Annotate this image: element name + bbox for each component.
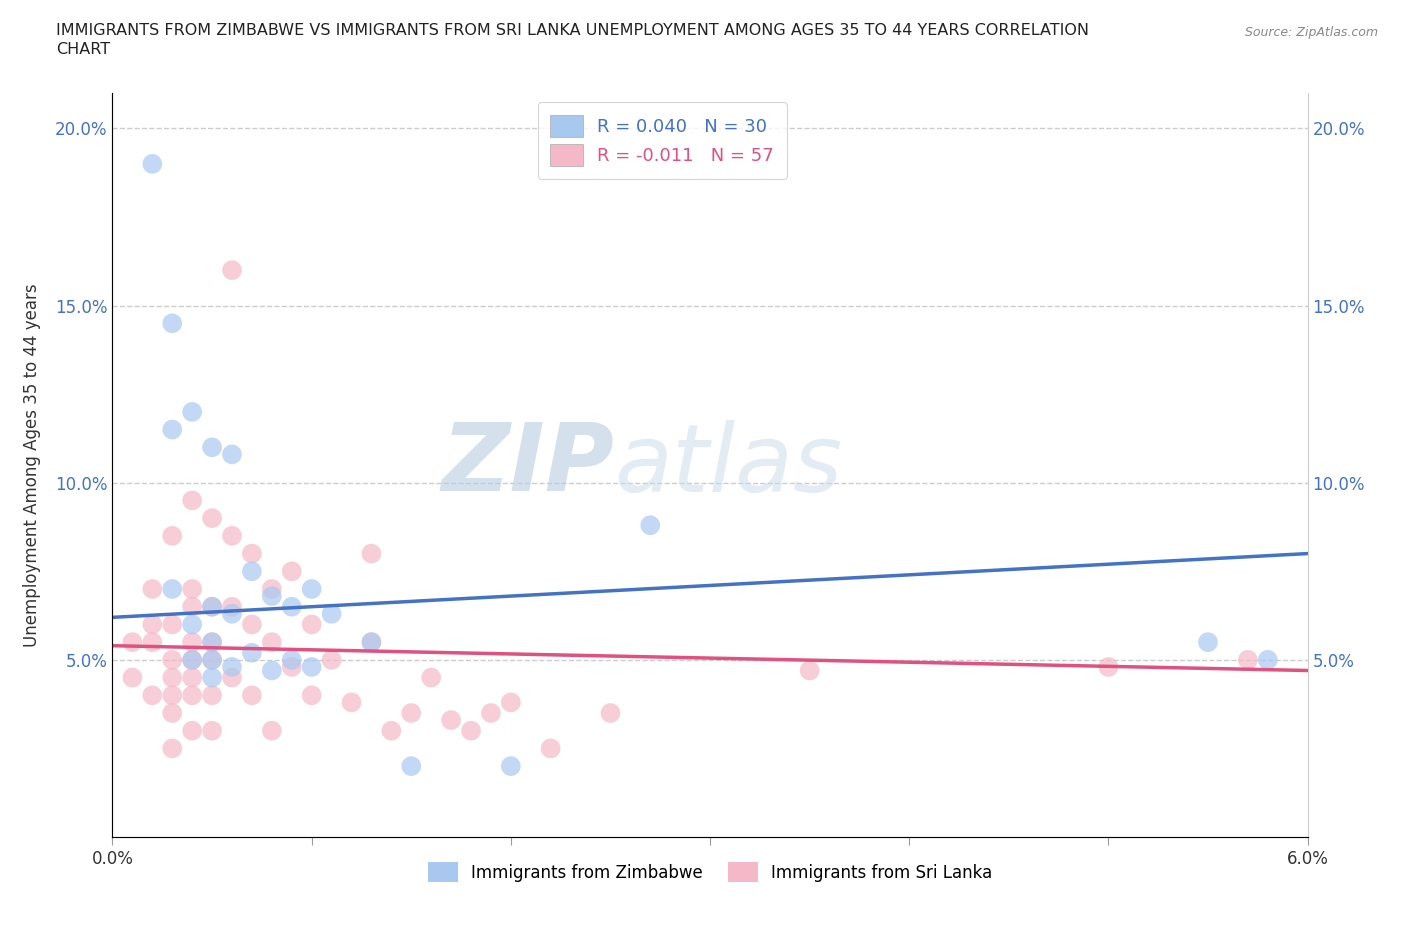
Point xyxy=(221,599,243,614)
Point xyxy=(281,599,304,614)
Point xyxy=(260,589,283,604)
Point xyxy=(201,688,224,703)
Text: Source: ZipAtlas.com: Source: ZipAtlas.com xyxy=(1244,26,1378,39)
Point xyxy=(440,712,463,727)
Point xyxy=(201,599,224,614)
Point xyxy=(301,581,323,596)
Point xyxy=(1197,634,1219,649)
Point xyxy=(1237,653,1260,668)
Point xyxy=(201,671,224,685)
Point xyxy=(181,653,204,668)
Point xyxy=(141,617,163,631)
Point xyxy=(181,634,204,649)
Point xyxy=(499,759,522,774)
Point xyxy=(380,724,402,738)
Point xyxy=(1097,659,1119,674)
Point xyxy=(240,564,263,578)
Point xyxy=(201,653,224,668)
Point xyxy=(479,706,502,721)
Point xyxy=(640,518,662,533)
Point xyxy=(401,706,423,721)
Point xyxy=(181,671,204,685)
Text: IMMIGRANTS FROM ZIMBABWE VS IMMIGRANTS FROM SRI LANKA UNEMPLOYMENT AMONG AGES 35: IMMIGRANTS FROM ZIMBABWE VS IMMIGRANTS F… xyxy=(56,23,1090,38)
Point xyxy=(360,634,382,649)
Point xyxy=(221,606,243,621)
Point xyxy=(181,617,204,631)
Point xyxy=(162,653,183,668)
Point xyxy=(181,599,204,614)
Point xyxy=(181,688,204,703)
Point xyxy=(141,156,163,171)
Point xyxy=(162,688,183,703)
Point xyxy=(281,564,304,578)
Point xyxy=(321,606,343,621)
Point xyxy=(460,724,482,738)
Point xyxy=(121,634,143,649)
Point xyxy=(240,617,263,631)
Point xyxy=(281,659,304,674)
Point xyxy=(240,688,263,703)
Y-axis label: Unemployment Among Ages 35 to 44 years: Unemployment Among Ages 35 to 44 years xyxy=(24,284,41,646)
Point xyxy=(141,634,163,649)
Point xyxy=(1257,653,1279,668)
Point xyxy=(260,663,283,678)
Point xyxy=(141,581,163,596)
Point xyxy=(221,447,243,462)
Point xyxy=(162,422,183,437)
Point xyxy=(301,688,323,703)
Point xyxy=(141,688,163,703)
Point xyxy=(162,617,183,631)
Point xyxy=(162,706,183,721)
Point xyxy=(540,741,562,756)
Point xyxy=(260,581,283,596)
Point xyxy=(162,741,183,756)
Point xyxy=(162,581,183,596)
Point xyxy=(221,528,243,543)
Point xyxy=(162,528,183,543)
Point xyxy=(240,645,263,660)
Point xyxy=(181,405,204,419)
Point xyxy=(201,634,224,649)
Point xyxy=(240,546,263,561)
Point xyxy=(181,724,204,738)
Point xyxy=(181,653,204,668)
Text: atlas: atlas xyxy=(614,419,842,511)
Point xyxy=(301,659,323,674)
Point xyxy=(340,695,363,710)
Point xyxy=(360,546,382,561)
Point xyxy=(499,695,522,710)
Text: CHART: CHART xyxy=(56,42,110,57)
Point xyxy=(221,671,243,685)
Point xyxy=(201,724,224,738)
Point xyxy=(181,581,204,596)
Text: ZIP: ZIP xyxy=(441,419,614,511)
Point xyxy=(401,759,423,774)
Point xyxy=(221,659,243,674)
Point xyxy=(181,493,204,508)
Point xyxy=(201,599,224,614)
Point xyxy=(799,663,821,678)
Point xyxy=(121,671,143,685)
Point xyxy=(201,511,224,525)
Point xyxy=(420,671,443,685)
Point xyxy=(201,634,224,649)
Point xyxy=(281,653,304,668)
Point xyxy=(599,706,621,721)
Point xyxy=(260,724,283,738)
Point xyxy=(260,634,283,649)
Point xyxy=(360,634,382,649)
Point xyxy=(221,262,243,277)
Point xyxy=(162,316,183,331)
Legend: Immigrants from Zimbabwe, Immigrants from Sri Lanka: Immigrants from Zimbabwe, Immigrants fro… xyxy=(415,849,1005,896)
Point xyxy=(321,653,343,668)
Point xyxy=(162,671,183,685)
Point xyxy=(301,617,323,631)
Point xyxy=(201,440,224,455)
Point xyxy=(201,653,224,668)
